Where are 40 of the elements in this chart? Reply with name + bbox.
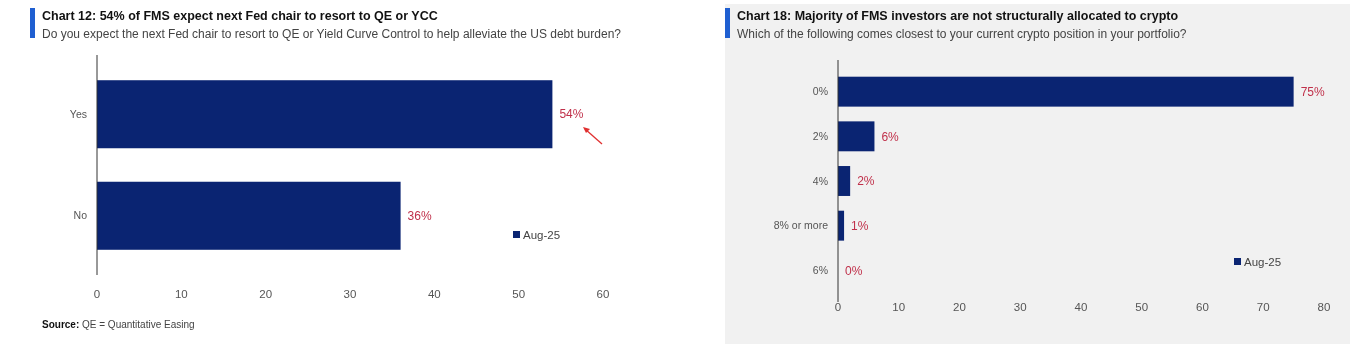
legend-label: Aug-25 (523, 229, 561, 242)
y-tick-label: No (73, 209, 88, 222)
x-tick-label: 70 (1256, 301, 1270, 313)
y-tick-label: 4% (812, 174, 828, 187)
chart-subtitle: Which of the following comes closest to your current crypto position in your portfolio? (737, 27, 1187, 41)
data-label: 0% (845, 263, 863, 278)
data-label: 54% (559, 107, 584, 122)
x-tick-label: 50 (512, 288, 526, 300)
x-tick-label: 40 (1074, 301, 1088, 313)
x-tick-label: 60 (1196, 301, 1209, 313)
x-tick-label: 40 (427, 288, 441, 300)
x-tick-label: 30 (343, 288, 357, 300)
data-label: 1% (851, 218, 869, 233)
x-tick-label: 20 (259, 288, 273, 300)
bar (838, 166, 851, 196)
x-tick-label: 10 (174, 288, 188, 300)
chart-title: Chart 18: Majority of FMS investors are not structurally allocated to crypto (737, 9, 1179, 23)
y-tick-label: 6% (812, 264, 828, 277)
x-tick-label: 80 (1317, 301, 1331, 313)
chart-subtitle: Do you expect the next Fed chair to resort to QE or Yield Curve Control to help alleviate the US debt burden? (42, 27, 622, 41)
source-note: Source: QE = Quantitative Easing (42, 319, 195, 330)
legend-label: Aug-25 (1244, 256, 1282, 269)
y-tick-label: 8% or more (773, 219, 829, 232)
data-label: 75% (1300, 84, 1325, 99)
data-label: 6% (881, 129, 900, 144)
y-tick-label: 2% (812, 130, 828, 143)
y-tick-label: Yes (69, 107, 87, 120)
y-tick-label: 0% (812, 85, 828, 98)
x-tick-label: 0 (93, 288, 101, 300)
chart-title: Chart 12: 54% of FMS expect next Fed chair to resort to QE or YCC (42, 9, 438, 23)
x-tick-label: 50 (1135, 301, 1149, 313)
x-tick-label: 0 (834, 301, 842, 313)
x-tick-label: 10 (892, 301, 906, 313)
bar (838, 76, 1294, 107)
x-tick-label: 30 (1013, 301, 1027, 313)
data-label: 36% (407, 208, 432, 223)
x-tick-label: 60 (596, 288, 610, 300)
data-label: 2% (857, 174, 875, 189)
x-tick-label: 20 (953, 301, 966, 313)
bar (838, 121, 875, 152)
